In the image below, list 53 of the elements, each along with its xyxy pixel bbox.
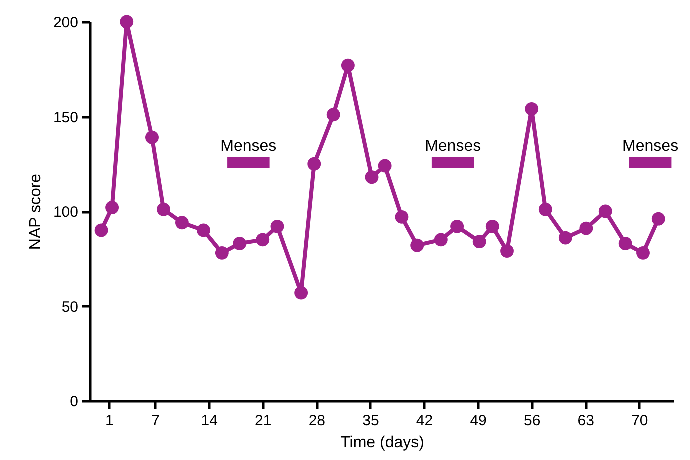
- point: [308, 157, 322, 171]
- point: [294, 286, 308, 300]
- y-axis-title: NAP score: [27, 174, 44, 250]
- x-tick-label: 14: [201, 412, 218, 430]
- point: [106, 201, 119, 214]
- x-tick-label: 1: [106, 412, 114, 430]
- point: [500, 244, 514, 258]
- x-axis-title: Time (days): [340, 434, 424, 452]
- point: [378, 159, 392, 173]
- point: [157, 202, 170, 216]
- x-tick-label: 56: [524, 412, 541, 430]
- point: [365, 170, 379, 184]
- x-tick-label: 35: [362, 412, 380, 430]
- y-tick-label: 100: [53, 204, 78, 221]
- y-tick-label: 50: [62, 298, 78, 316]
- point: [197, 224, 210, 238]
- series-label: Menses: [220, 138, 277, 155]
- y-tick-label: 150: [53, 109, 78, 126]
- point: [410, 238, 424, 252]
- x-tick-label: 49: [470, 412, 487, 430]
- point: [270, 220, 284, 234]
- point: [538, 202, 552, 216]
- x-tick-label: 63: [578, 412, 594, 430]
- point: [652, 212, 666, 226]
- x-tick-label: 7: [152, 412, 160, 430]
- point: [434, 233, 448, 247]
- point: [450, 220, 464, 234]
- y-tick-label: 0: [70, 394, 78, 410]
- point: [176, 216, 189, 230]
- point: [636, 246, 650, 260]
- x-tick-label: 70: [632, 412, 648, 430]
- series-label: Menses: [622, 138, 679, 155]
- point: [341, 58, 355, 72]
- point: [256, 233, 270, 247]
- point: [472, 235, 486, 249]
- point: [525, 102, 539, 116]
- x-tick-label: 28: [308, 412, 326, 430]
- point: [326, 108, 340, 122]
- point: [598, 204, 612, 218]
- point: [146, 130, 159, 144]
- point: [233, 237, 247, 250]
- point: [94, 224, 108, 238]
- point: [120, 15, 134, 29]
- point: [395, 210, 409, 224]
- point: [215, 246, 229, 260]
- y-tick-label: 200: [53, 14, 78, 32]
- series-label: Menses: [425, 138, 482, 155]
- x-tick-label: 21: [255, 412, 272, 430]
- x-tick-label: 42: [416, 412, 434, 430]
- point: [618, 237, 632, 250]
- point: [486, 220, 500, 234]
- point: [558, 231, 572, 245]
- point: [580, 222, 594, 236]
